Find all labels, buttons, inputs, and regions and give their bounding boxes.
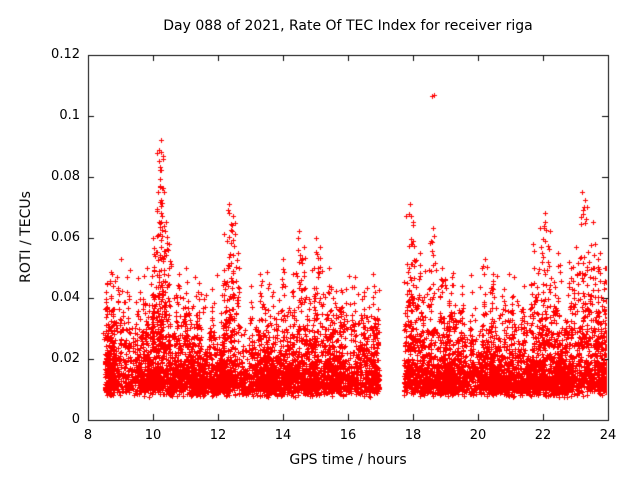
y-tick-label: 0.02 [51, 351, 80, 367]
x-tick-label: 8 [83, 428, 93, 443]
x-tick-label: 18 [404, 428, 422, 443]
x-tick-label: 10 [144, 428, 162, 443]
chart-title: Day 088 of 2021, Rate Of TEC Index for r… [163, 18, 533, 34]
x-tick-label: 20 [469, 428, 487, 443]
y-tick-label: 0.08 [51, 168, 80, 184]
x-tick-label: 12 [209, 428, 227, 443]
x-tick-label: 14 [274, 428, 292, 443]
x-axis-label: GPS time / hours [289, 452, 407, 468]
y-tick-label: 0.06 [51, 229, 80, 245]
x-tick-label: 22 [534, 428, 552, 443]
y-tick-label: 0.04 [51, 290, 80, 306]
y-tick-label: 0.1 [59, 107, 80, 123]
y-tick-label: 0.12 [51, 47, 80, 62]
x-tick-label: 16 [339, 428, 357, 443]
x-tick-label: 24 [599, 428, 617, 443]
y-tick-label: 0 [71, 412, 80, 427]
